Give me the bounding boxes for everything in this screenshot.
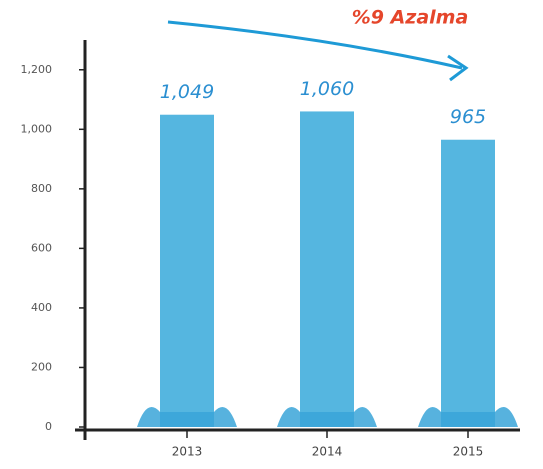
splash bbox=[277, 407, 377, 427]
y-tick-label: 600 bbox=[31, 241, 52, 254]
y-tick-label: 1,200 bbox=[21, 63, 53, 76]
x-tick-label: 2014 bbox=[312, 445, 343, 459]
value-label: 1,060 bbox=[300, 78, 354, 100]
bar bbox=[300, 111, 354, 427]
y-tick-label: 1,000 bbox=[21, 122, 53, 135]
y-tick-label: 400 bbox=[31, 301, 52, 314]
splash bbox=[137, 407, 237, 427]
y-tick-label: 200 bbox=[31, 360, 52, 373]
x-tick-label: 2015 bbox=[453, 445, 484, 459]
value-label: 1,049 bbox=[160, 81, 214, 103]
y-tick-label: 0 bbox=[45, 420, 52, 433]
annotation: %9 Azalma bbox=[352, 7, 469, 29]
x-tick-label: 2013 bbox=[172, 445, 203, 459]
trend-arrow bbox=[167, 20, 463, 70]
y-tick-label: 800 bbox=[31, 182, 52, 195]
value-label: 965 bbox=[450, 106, 486, 128]
bar bbox=[160, 114, 214, 428]
splash bbox=[418, 407, 518, 427]
arrow-head bbox=[447, 54, 469, 82]
bar bbox=[441, 139, 495, 427]
